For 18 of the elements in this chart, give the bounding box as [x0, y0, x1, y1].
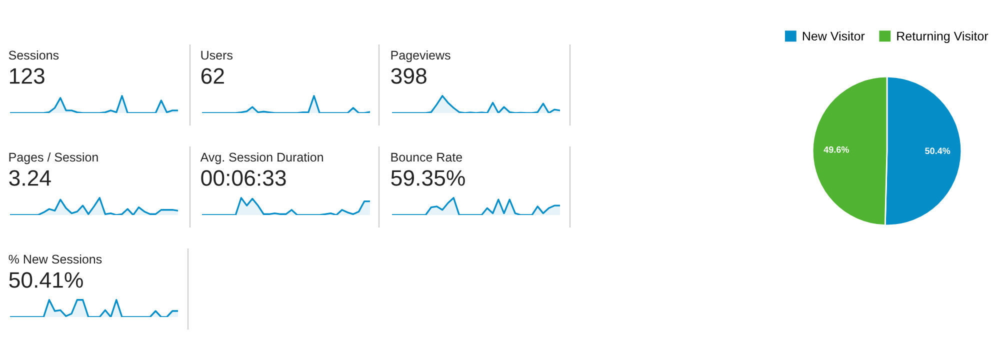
chart-subtitle: 00:06:33 — [201, 170, 286, 186]
legend-label: New Visitor — [802, 31, 865, 41]
chart-title: Pageviews — [391, 50, 450, 62]
chart-subtitle: 59.35% — [391, 170, 465, 186]
chart-title: Pages / Session — [9, 152, 98, 164]
chart-subtitle: 398 — [391, 68, 426, 84]
legend-label: Returning Visitor — [897, 31, 988, 44]
chart-title: % New Sessions — [8, 254, 102, 264]
chart-title: Sessions — [8, 50, 59, 60]
chart-title: Avg. Session Duration — [200, 152, 323, 164]
data-label: 50.4% — [925, 148, 950, 154]
chart-subtitle: 50.41% — [9, 272, 83, 288]
chart-subtitle: 123 — [10, 68, 44, 84]
chart-subtitle: 62 — [201, 68, 224, 84]
chart-title: Bounce Rate — [391, 152, 462, 162]
chart-subtitle: 3.24 — [9, 170, 51, 186]
chart-title: Users — [201, 50, 233, 60]
data-label: 49.6% — [824, 146, 849, 153]
